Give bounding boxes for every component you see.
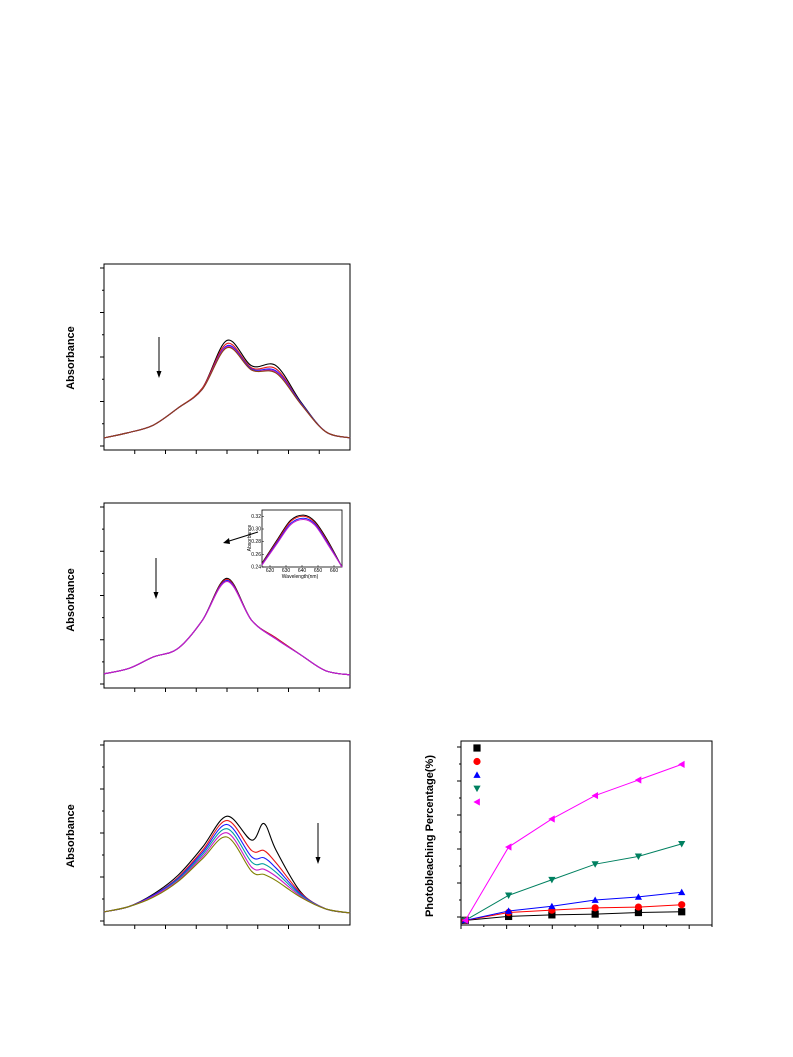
photobleaching-frame [460,740,713,926]
photobleaching-series-0-line [465,911,682,921]
photobleaching-series-1-point [678,901,686,909]
legend-symbol-4 [473,798,480,806]
p0-series-2-line [103,344,351,439]
y-axis-label-panel-1: Absorbance [65,326,77,390]
photobleaching-series-2-point [678,888,686,896]
p2-arrow-head [315,857,321,864]
inset-pointer-head [223,538,230,544]
photobleaching-panel [457,740,713,929]
p2-series-0-line [103,815,351,914]
p0-series-4-line [103,347,351,439]
photobleaching-series-1-point [591,904,599,912]
photobleaching-series-3-point [634,853,643,860]
y-axis-label-panel-3: Absorbance [65,804,77,868]
p2-series-3-line [103,828,351,914]
spectrum-panel-3 [100,740,351,929]
photobleaching-series-4-point [591,791,599,800]
inset-x-tick-label: 630 [282,568,291,574]
photobleaching-series-3-point [678,841,686,848]
p2-series-4-line [103,832,351,914]
photobleaching-series-3-point [548,876,556,884]
inset-series-2-line [261,517,343,568]
photobleaching-series-0-point [548,911,556,919]
photobleaching-series-0-point [591,910,599,918]
p1-series-3-line [103,580,351,676]
inset-x-axis-label: Wavelength(nm) [282,574,319,580]
photobleaching-series-4-point [461,916,469,924]
p0-series-0-line [103,339,351,439]
photobleaching-series-0-point [678,908,686,916]
legend-symbol-3 [473,785,481,793]
inset-y-tick-label: 0.28 [251,539,261,545]
p0-series-3-line [103,346,351,439]
legend-symbol-0 [473,744,481,752]
photobleaching-series-1-line [465,904,682,921]
p2-series-1-line [103,819,351,914]
spectrum-panel-1 [100,263,351,454]
p0-arrow-head [156,371,162,378]
legend-symbol-2 [473,771,481,778]
p2-series-2-line [103,823,351,914]
inset-y-tick-label: 0.24 [251,565,261,571]
photobleaching-series-4-line [464,763,682,921]
photobleaching-series-1-point [634,903,643,911]
p0-series-1-line [103,342,351,439]
inset-y-tick-label: 0.32 [251,514,261,520]
inset-y-tick-label: 0.30 [251,527,261,533]
p1-series-1-line [103,578,351,676]
inset-x-tick-label: 660 [330,568,339,574]
inset-y-axis-label: Absorbance [247,524,253,551]
y-axis-label-panel-2: Absorbance [65,568,77,632]
photobleaching-series-2-line [465,891,682,921]
photobleaching-series-3-point [591,861,599,868]
inset-x-tick-label: 650 [314,568,323,574]
photobleaching-series-3-line [465,843,682,921]
photobleaching-series-0-point [634,908,643,917]
photobleaching-series-2-point [634,893,643,900]
y-axis-label-panel-4: Photobleaching Percentage(%) [424,755,436,917]
photobleaching-series-0-point [505,912,513,921]
inset-series-1-line [261,515,343,568]
inset-pointer-line [225,531,259,543]
inset-series-0-line [261,514,343,568]
photobleaching-series-4-point [678,760,685,768]
photobleaching-series-2-point [548,902,556,910]
photobleaching-series-2-point [591,896,599,903]
photobleaching-series-4-point [548,815,555,823]
p1-arrow-head [153,592,159,599]
photobleaching-series-4-point [505,843,512,851]
photobleaching-series-2-point [505,907,513,914]
inset-series-3-line [261,518,343,568]
inset-y-tick-label: 0.26 [251,552,261,558]
p1-series-2-line [103,579,351,676]
photobleaching-series-4-point [634,776,642,784]
inset-x-tick-label: 620 [266,568,275,574]
spectrum-panel-2: 620 630 640 650 660 0.24 0.26 0.28 0.30 0.32 [100,502,351,692]
inset-x-tick-label: 640 [298,568,307,574]
p1-series-0-line [103,577,351,676]
photobleaching-series-3-point [505,892,513,899]
p2-series-5-line [103,836,351,914]
p0-frame [103,263,351,451]
legend-symbol-1 [473,757,481,766]
